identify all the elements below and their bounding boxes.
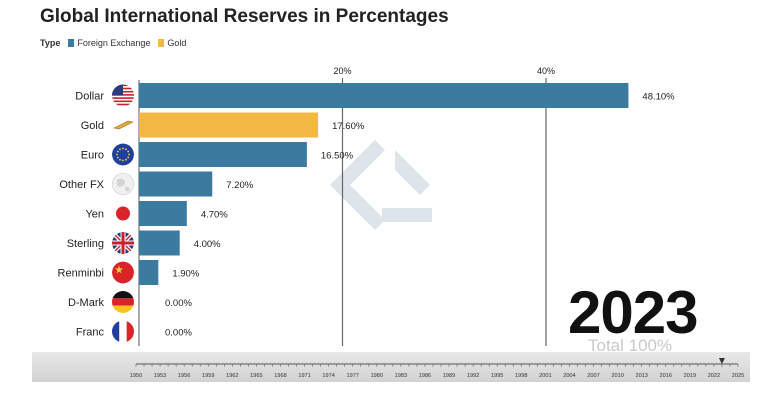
value-label-5: 4.00% [194,239,221,250]
value-label-7: 0.00% [165,298,192,309]
legend-item-gold[interactable]: Gold [158,38,186,48]
germany-flag-icon [112,291,134,313]
uk-flag-icon [112,232,134,254]
timeline-year-label-2: 1956 [178,373,190,379]
x-tick-label-40: 40% [537,66,555,76]
timeline-year-label-4: 1962 [226,373,238,379]
bar-2 [139,142,307,167]
category-label-7: D-Mark [68,297,105,309]
value-label-1: 17.60% [332,121,365,132]
bar-6 [139,260,159,285]
legend-text-gold: Gold [167,38,187,48]
timeline-year-label-14: 1992 [467,373,479,379]
china-flag-icon [112,261,134,284]
timeline-year-label-6: 1968 [274,373,286,379]
timeline-year-label-25: 2025 [732,373,744,379]
total-label: Total 100% [588,336,673,355]
timeline-handle[interactable] [718,358,725,364]
japan-flag-icon [112,202,134,225]
category-label-2: Euro [81,150,104,162]
timeline-year-label-12: 1986 [419,373,431,379]
watermark-shape-left [330,140,385,230]
value-label-6: 1.90% [172,269,199,280]
gold-bar-icon [113,120,134,130]
timeline-year-label-3: 1959 [202,373,214,379]
category-label-3: Other FX [59,179,104,191]
bar-0 [139,83,629,108]
category-label-1: Gold [81,120,104,132]
us-flag-icon [112,84,134,107]
watermark-logo [330,140,432,230]
watermark-shape-right [395,150,430,195]
timeline-year-label-8: 1974 [322,373,334,379]
timeline-year-label-24: 2022 [708,373,720,379]
timeline-year-label-17: 2001 [539,373,551,379]
watermark-shape-bar [382,208,432,222]
category-label-8: Franc [76,327,105,339]
value-label-8: 0.00% [165,328,192,339]
bar-3 [139,171,213,197]
timeline-year-label-15: 1995 [491,373,503,379]
x-tick-label-20: 20% [333,66,351,76]
legend-label: Type [40,38,61,48]
timeline-year-label-11: 1983 [395,373,407,379]
globe-icon [112,173,134,195]
timeline-year-label-1: 1953 [154,373,166,379]
timeline-year-label-10: 1980 [371,373,383,379]
bar-4 [139,201,187,226]
timeline-year-label-13: 1989 [443,373,455,379]
category-label-6: Renminbi [58,268,104,280]
legend: Type Foreign Exchange Gold [40,38,190,48]
bar-5 [139,230,180,256]
category-label-5: Sterling [67,238,104,250]
chart-title: Global International Reserves in Percent… [40,6,449,27]
category-label-4: Yen [85,209,104,221]
legend-swatch-foreign-exchange [68,39,75,47]
value-label-2: 16.50% [321,151,354,162]
legend-swatch-gold [158,39,165,47]
france-flag-icon [112,320,134,343]
timeline-year-label-23: 2019 [684,373,696,379]
timeline-year-label-7: 1971 [298,373,310,379]
value-label-3: 7.20% [226,180,253,191]
timeline-year-label-16: 1998 [515,373,527,379]
timeline-year-label-22: 2016 [660,373,672,379]
timeline-year-label-19: 2007 [587,373,599,379]
category-label-0: Dollar [75,91,104,103]
timeline-year-label-0: 1950 [130,373,142,379]
legend-text-foreign-exchange: Foreign Exchange [77,38,151,48]
value-label-4: 4.70% [201,210,228,221]
legend-item-foreign-exchange[interactable]: Foreign Exchange [68,38,150,48]
timeline-year-label-9: 1977 [346,373,358,379]
timeline-year-label-21: 2013 [635,373,647,379]
timeline-year-label-18: 2004 [563,373,575,379]
value-label-0: 48.10% [642,92,675,103]
bar-1 [139,112,319,138]
eu-flag-icon [112,143,134,166]
timeline-slider[interactable]: 1950 1953 1956 1959 1962 1965 1968 1971 1974 1977… [32,352,750,382]
timeline-year-label-20: 2010 [611,373,623,379]
timeline-bar[interactable]: 1950 1953 1956 1959 1962 1965 1968 1971 1974 1977… [32,352,750,382]
timeline-year-label-5: 1965 [250,373,262,379]
current-year: 2023 [568,279,698,346]
